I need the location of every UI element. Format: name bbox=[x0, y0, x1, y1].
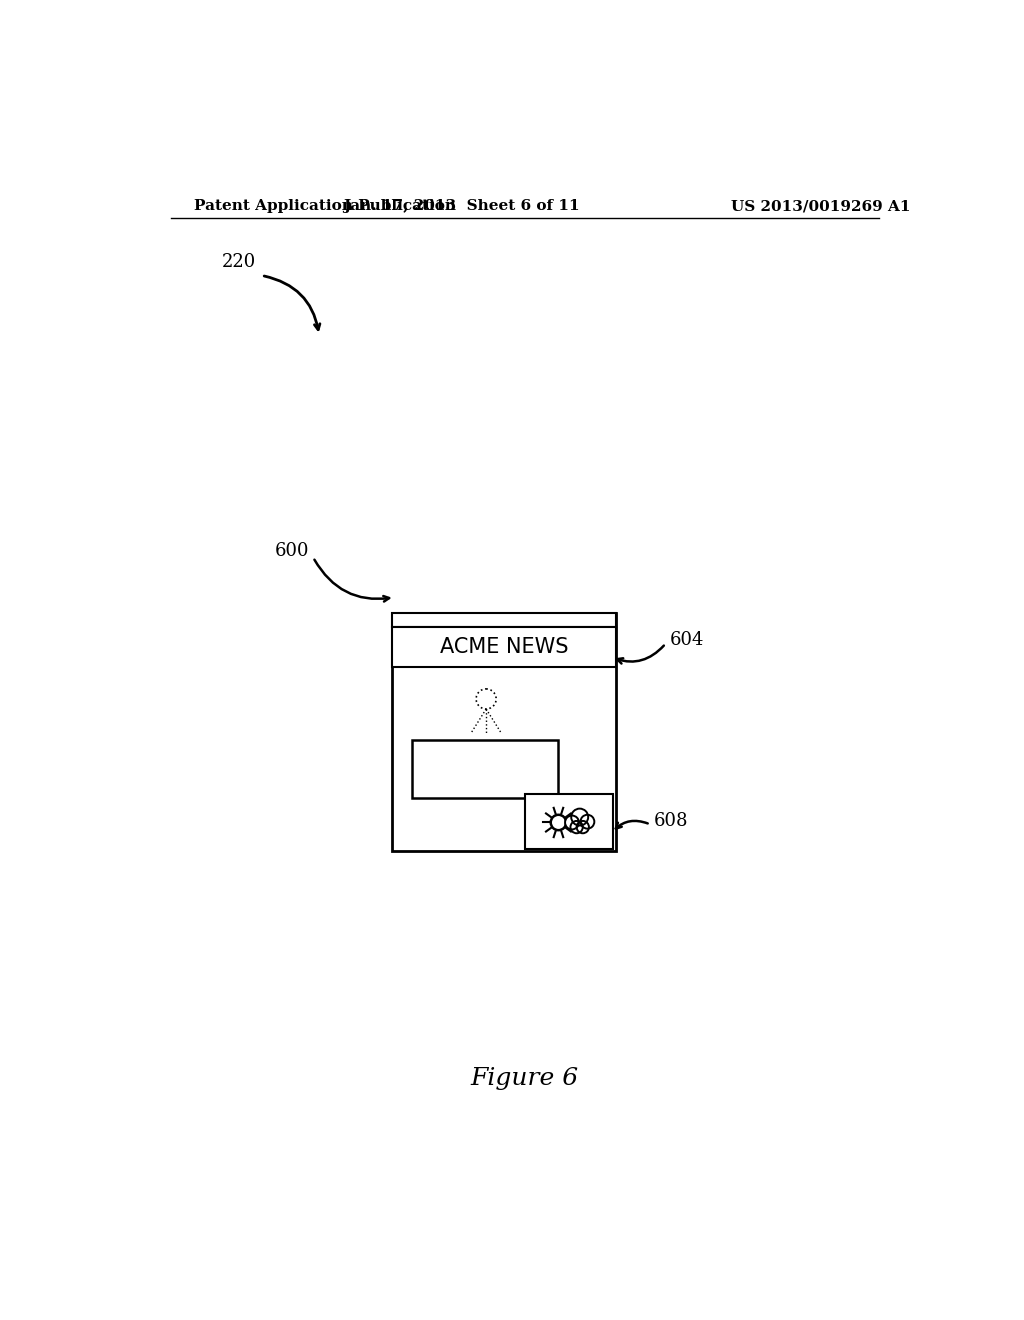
Bar bbox=[392, 612, 615, 627]
Text: US 2013/0019269 A1: US 2013/0019269 A1 bbox=[731, 199, 910, 213]
Circle shape bbox=[581, 814, 594, 829]
Bar bbox=[524, 793, 613, 849]
Text: Patent Application Publication: Patent Application Publication bbox=[195, 199, 457, 213]
Bar bbox=[392, 627, 615, 667]
Text: 220: 220 bbox=[221, 253, 256, 272]
Circle shape bbox=[571, 809, 588, 825]
Circle shape bbox=[577, 821, 589, 833]
Text: Jan. 17, 2013  Sheet 6 of 11: Jan. 17, 2013 Sheet 6 of 11 bbox=[343, 199, 580, 213]
Text: ACME NEWS: ACME NEWS bbox=[439, 636, 568, 656]
FancyBboxPatch shape bbox=[392, 612, 615, 851]
Text: 600: 600 bbox=[274, 543, 309, 560]
Circle shape bbox=[565, 816, 579, 829]
Text: 608: 608 bbox=[654, 812, 689, 829]
Text: 604: 604 bbox=[670, 631, 703, 648]
Text: Figure 6: Figure 6 bbox=[471, 1067, 579, 1090]
Bar bbox=[412, 739, 558, 797]
Circle shape bbox=[570, 821, 583, 833]
